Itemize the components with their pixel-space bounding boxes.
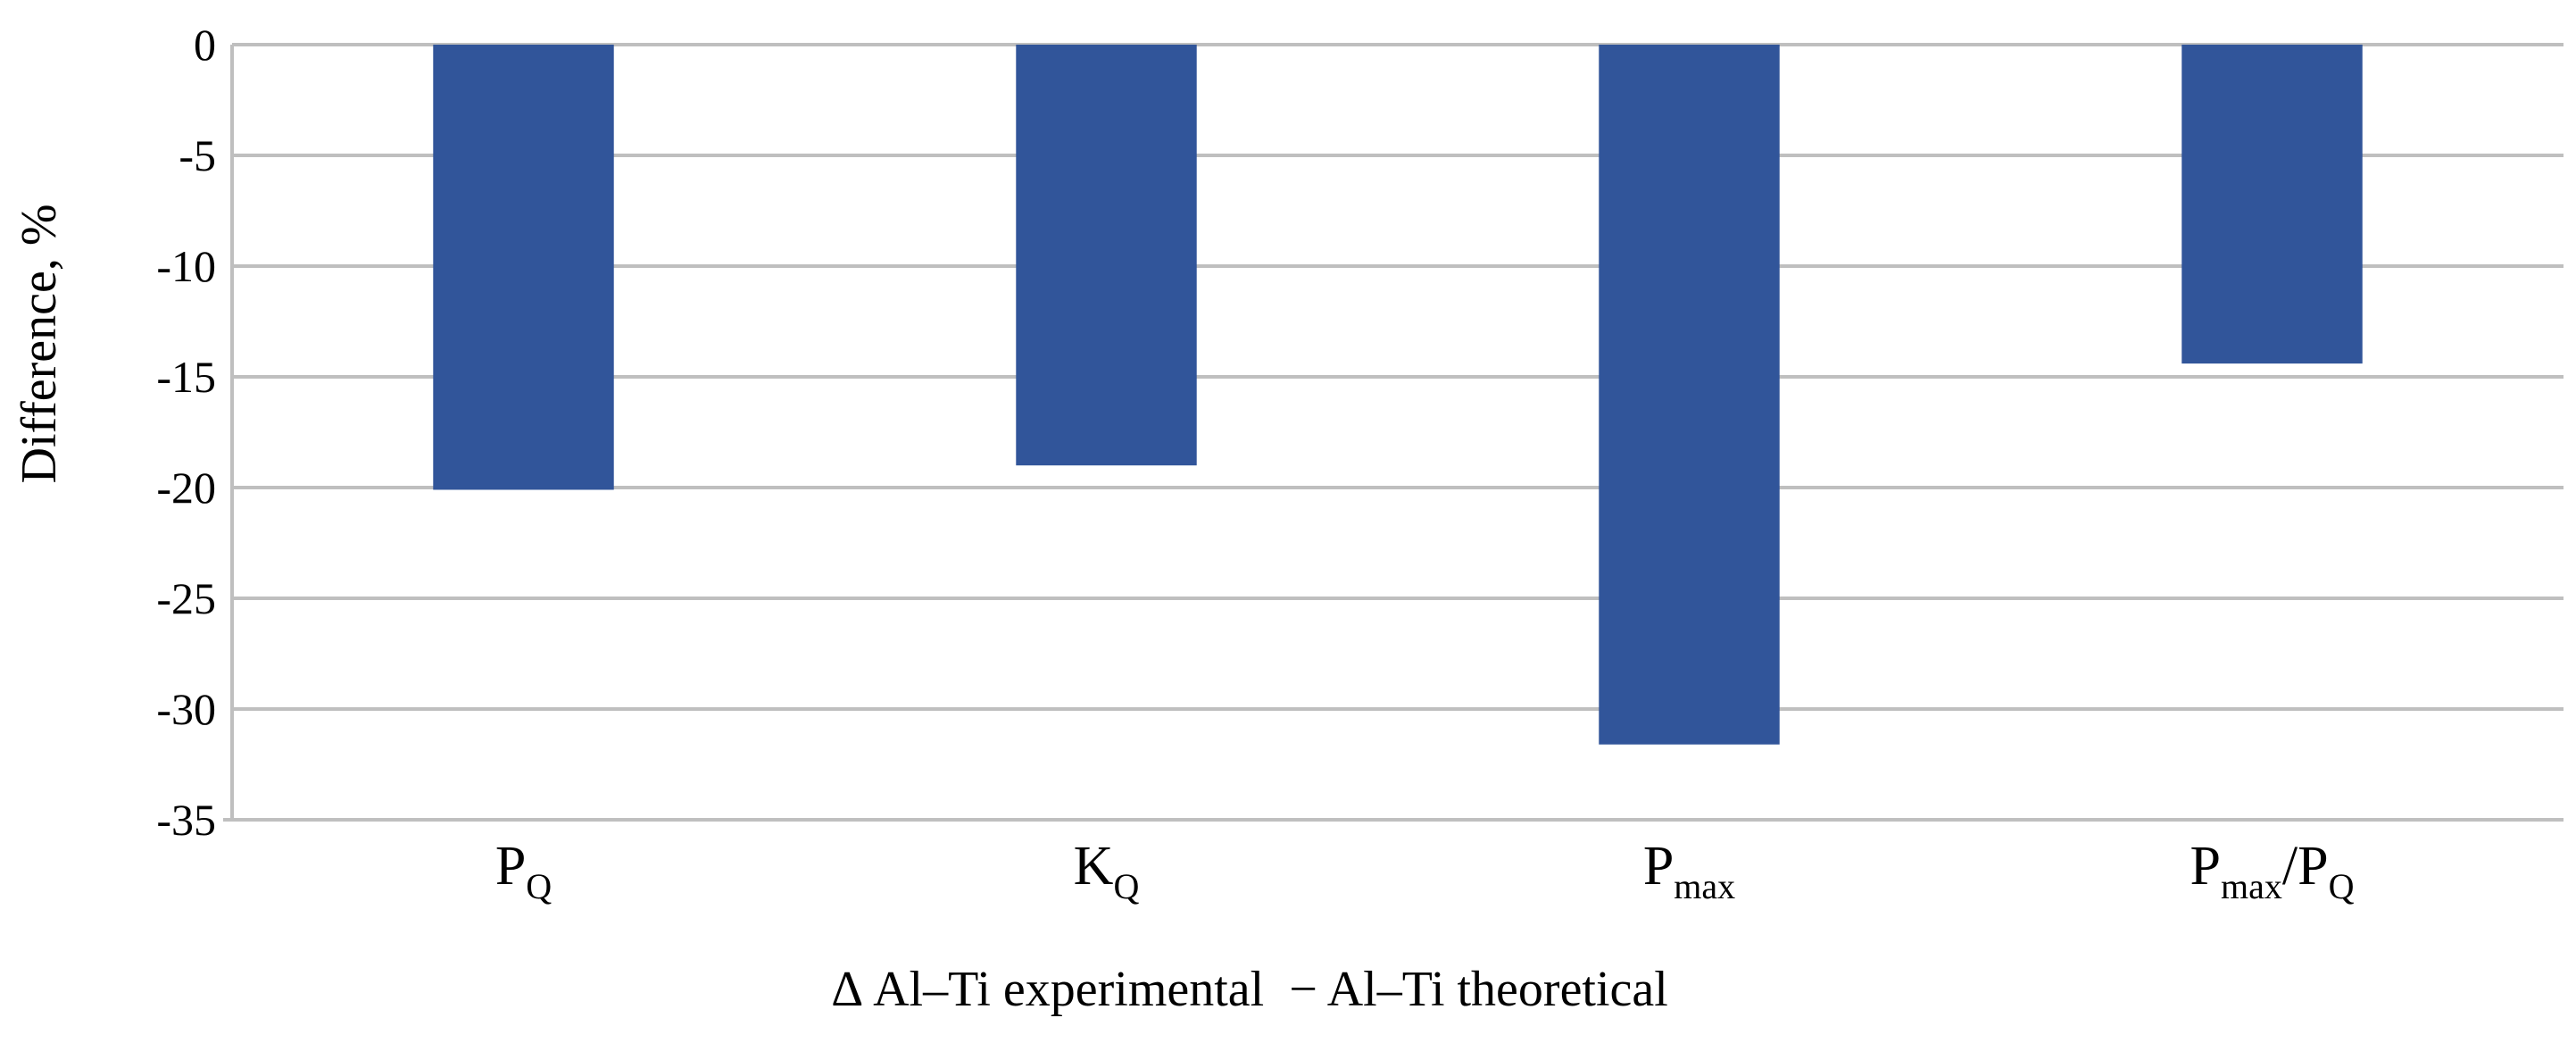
y-axis-title: Difference, % <box>12 204 67 483</box>
axes <box>223 45 2564 822</box>
y-tick-label: -35 <box>156 795 216 845</box>
x-category-label: PQ <box>495 836 552 906</box>
bar <box>1599 45 1780 745</box>
category-base: P <box>495 836 526 897</box>
category-subscript: max <box>2221 866 2282 906</box>
x-category-label: Pmax <box>1643 836 1735 906</box>
bar <box>2181 45 2363 364</box>
bars <box>433 45 2363 745</box>
y-tick-label: -20 <box>156 463 216 513</box>
bar <box>433 45 614 490</box>
category-base: K <box>1074 836 1114 897</box>
y-tick-label: -5 <box>179 130 216 180</box>
gridlines <box>232 43 2564 711</box>
y-tick-label: -30 <box>156 684 216 734</box>
y-tick-label: -25 <box>156 573 216 623</box>
y-tick-label: 0 <box>194 20 216 70</box>
category-tail: /P <box>2282 836 2329 897</box>
category-subscript: Q <box>526 866 552 906</box>
category-subscript: Q <box>1113 866 1139 906</box>
category-subscript: Q <box>2329 866 2355 906</box>
bar <box>1016 45 1197 466</box>
y-tick-labels: 0 -5 -10 -15 -20 -25 -30 -35 <box>156 20 216 845</box>
category-subscript: max <box>1674 866 1735 906</box>
x-category-labels: PQ KQ Pmax Pmax/PQ <box>495 836 2355 906</box>
category-base: P <box>2190 836 2221 897</box>
y-tick-label: -10 <box>156 241 216 291</box>
y-tick-label: -15 <box>156 352 216 402</box>
x-axis-title: Δ Al–Ti experimental − Al–Ti theoretical <box>831 962 1668 1017</box>
x-category-label: KQ <box>1074 836 1140 906</box>
x-category-label: Pmax/PQ <box>2190 836 2355 906</box>
category-base: P <box>1643 836 1674 897</box>
